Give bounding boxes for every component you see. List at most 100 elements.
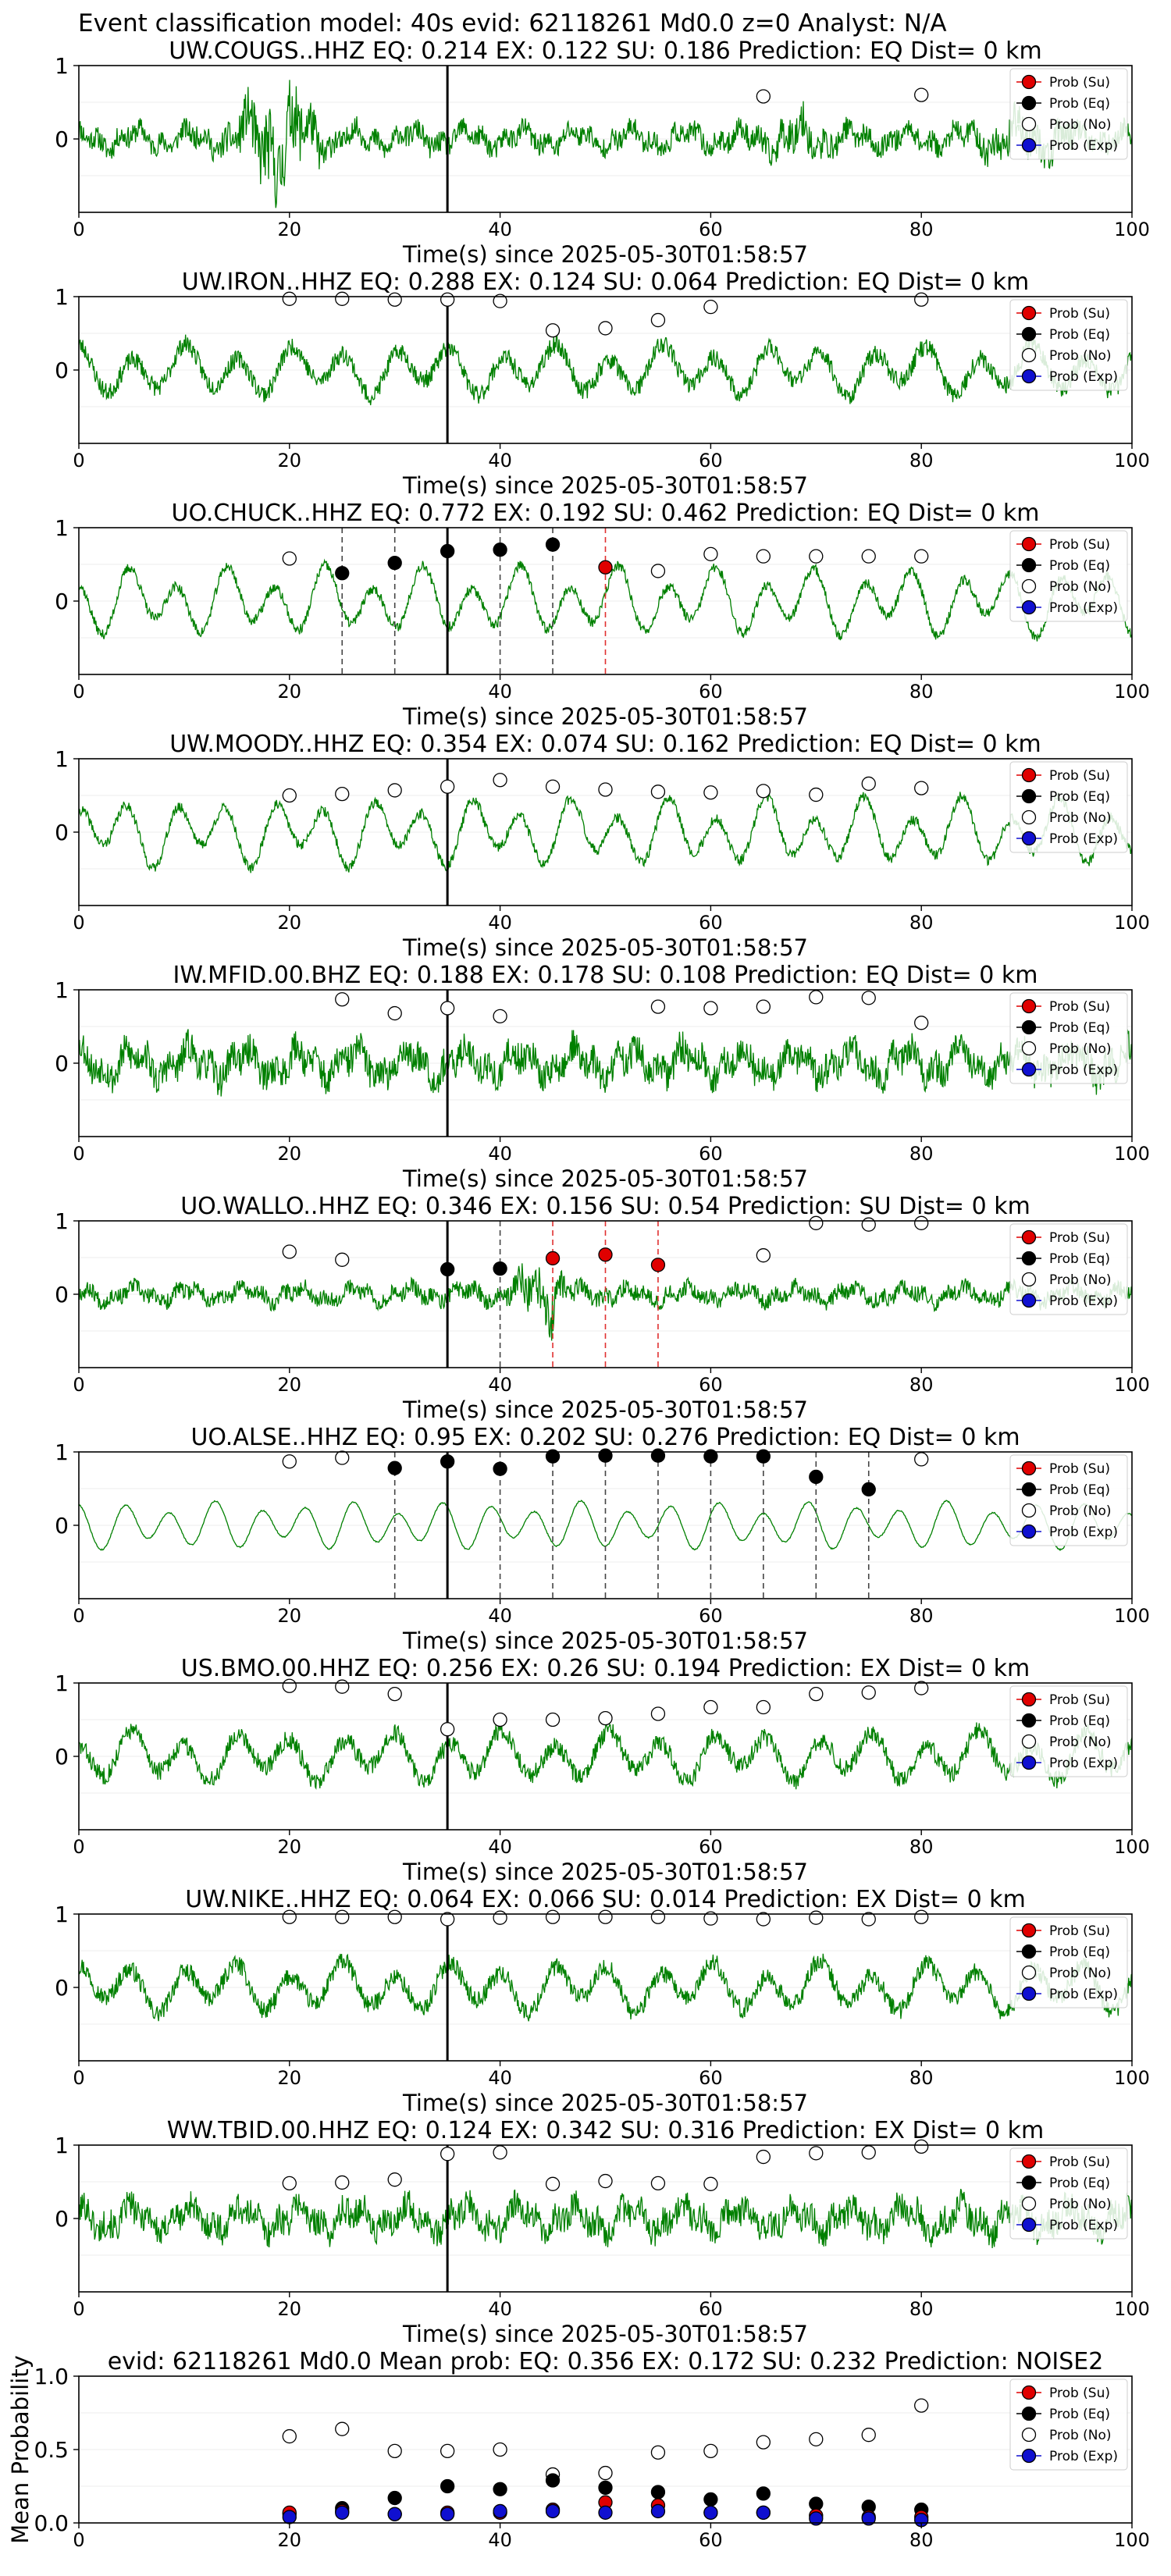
- subplot-title: UW.COUGS..HHZ EQ: 0.214 EX: 0.122 SU: 0.…: [169, 37, 1042, 65]
- x-axis-label: Time(s) since 2025-05-30T01:58:57: [402, 2090, 808, 2116]
- prob-no-point: [598, 1909, 613, 1924]
- prob-no-point: [493, 1712, 507, 1727]
- prob-no-point: [282, 551, 297, 566]
- legend-label-su: Prob (Su): [1049, 75, 1110, 91]
- legend-marker-no: [1021, 347, 1037, 363]
- prob-su-point: [598, 560, 613, 575]
- x-tick-label: 40: [488, 450, 512, 471]
- legend-marker-su: [1021, 767, 1037, 783]
- x-tick-label: 40: [488, 1374, 512, 1396]
- prob-no-point: [914, 1681, 929, 1695]
- legend-label-su: Prob (Su): [1049, 768, 1110, 784]
- legend-box: [1009, 992, 1128, 1084]
- legend-marker-no: [1021, 1734, 1037, 1749]
- y-tick-label: 0: [55, 358, 69, 383]
- y-tick-label: 1.0: [34, 2364, 69, 2389]
- legend-label-no: Prob (No): [1049, 1503, 1112, 1519]
- prob-no-point: [335, 2175, 350, 2190]
- mean-prob-exp-point: [545, 2503, 561, 2519]
- prob-no-point: [861, 1217, 876, 1232]
- prob-eq-point: [335, 566, 350, 581]
- subplot-4: UW.MOODY..HHZ EQ: 0.354 EX: 0.074 SU: 0.…: [55, 731, 1150, 961]
- legend-marker-exp: [1021, 600, 1037, 615]
- legend-label-exp: Prob (Exp): [1049, 138, 1118, 154]
- y-tick-label: 0: [55, 1744, 69, 1770]
- prob-no-point: [809, 549, 824, 564]
- legend-marker-eq: [1021, 1944, 1037, 1959]
- prob-no-point: [703, 1911, 718, 1926]
- y-tick-label: 0.5: [34, 2437, 69, 2463]
- prob-eq-point: [545, 1449, 561, 1464]
- legend-label-eq: Prob (Eq): [1049, 2407, 1110, 2422]
- x-tick-label: 60: [699, 1605, 723, 1627]
- prob-no-point: [914, 1909, 929, 1924]
- legend-label-eq: Prob (Eq): [1049, 789, 1110, 805]
- mean-prob-exp-point: [440, 2507, 455, 2521]
- prob-no-point: [440, 1912, 455, 1927]
- prob-no-point: [335, 786, 350, 802]
- x-axis-label: Time(s) since 2025-05-30T01:58:57: [402, 1859, 808, 1885]
- mean-prob-eq-point: [598, 2480, 613, 2496]
- legend-marker-no: [1021, 1503, 1037, 1518]
- prob-no-point: [335, 992, 350, 1007]
- prob-no-point: [914, 1452, 929, 1467]
- x-tick-label: 80: [909, 681, 934, 703]
- legend-label-su: Prob (Su): [1049, 1923, 1110, 1939]
- prob-no-point: [809, 1910, 824, 1925]
- x-tick-label: 0: [73, 681, 84, 703]
- prob-no-point: [650, 564, 666, 578]
- x-tick-label: 40: [488, 681, 512, 703]
- legend-label-no: Prob (No): [1049, 1735, 1112, 1750]
- subplot-7: UO.ALSE..HHZ EQ: 0.95 EX: 0.202 SU: 0.27…: [55, 1424, 1150, 1654]
- legend-label-no: Prob (No): [1049, 2197, 1112, 2212]
- legend-marker-su: [1021, 305, 1037, 321]
- x-tick-label: 80: [909, 450, 934, 471]
- legend-label-su: Prob (Su): [1049, 1461, 1110, 1477]
- prob-no-point: [809, 1686, 824, 1702]
- prob-no-point: [756, 1699, 771, 1715]
- legend-label-eq: Prob (Eq): [1049, 1020, 1110, 1036]
- legend-marker-eq: [1021, 557, 1037, 573]
- x-tick-label: 60: [699, 2067, 723, 2089]
- prob-eq-point: [809, 1469, 824, 1485]
- x-tick-label: 100: [1114, 2529, 1150, 2551]
- prob-no-point: [598, 321, 613, 336]
- subplot-title: UO.ALSE..HHZ EQ: 0.95 EX: 0.202 SU: 0.27…: [190, 1424, 1020, 1451]
- subplot-title: evid: 62118261 Md0.0 Mean prob: EQ: 0.35…: [108, 2348, 1104, 2375]
- legend-marker-su: [1021, 1229, 1037, 1245]
- x-tick-label: 20: [278, 219, 302, 240]
- x-tick-label: 40: [488, 1143, 512, 1165]
- subplot-6: UO.WALLO..HHZ EQ: 0.346 EX: 0.156 SU: 0.…: [55, 1193, 1150, 1423]
- x-tick-label: 100: [1114, 1374, 1150, 1396]
- legend-marker-eq: [1021, 1482, 1037, 1497]
- legend-marker-no: [1021, 1272, 1037, 1287]
- mean-prob-exp-point: [598, 2505, 613, 2520]
- x-tick-label: 100: [1114, 1605, 1150, 1627]
- legend-marker-su: [1021, 1692, 1037, 1707]
- legend-marker-exp: [1021, 2217, 1037, 2233]
- legend-label-su: Prob (Su): [1049, 999, 1110, 1015]
- x-tick-label: 80: [909, 2298, 934, 2320]
- x-tick-label: 20: [278, 2298, 302, 2320]
- legend-label-no: Prob (No): [1049, 1041, 1112, 1057]
- y-tick-label: 1: [55, 1670, 69, 1696]
- prob-no-point: [440, 292, 455, 307]
- prob-no-point: [756, 89, 771, 104]
- prob-no-point: [282, 1454, 297, 1469]
- prob-no-point: [493, 1910, 507, 1925]
- x-tick-label: 40: [488, 1605, 512, 1627]
- legend-marker-eq: [1021, 2175, 1037, 2190]
- x-tick-label: 20: [278, 681, 302, 703]
- y-tick-label: 1: [55, 53, 69, 79]
- legend-marker-exp: [1021, 1524, 1037, 1539]
- x-axis-label: Time(s) since 2025-05-30T01:58:57: [402, 472, 808, 499]
- mean-prob-exp-point: [861, 2511, 876, 2526]
- legend-box: [1009, 299, 1128, 391]
- prob-no-point: [335, 1252, 350, 1267]
- prob-no-point: [282, 1909, 297, 1924]
- mean-prob-eq-point: [493, 2482, 507, 2496]
- mean-prob-no-point: [703, 2443, 718, 2459]
- mean-prob-no-point: [809, 2432, 824, 2446]
- legend-box: [1009, 68, 1128, 160]
